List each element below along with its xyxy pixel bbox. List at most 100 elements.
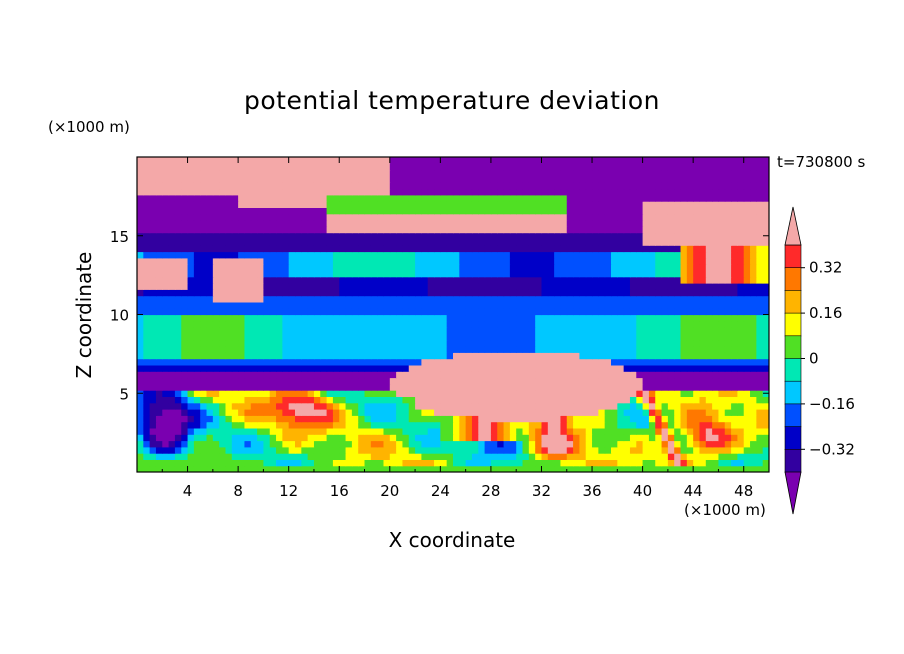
contour-cell	[332, 396, 340, 404]
contour-cell	[547, 421, 555, 429]
contour-cell	[212, 465, 220, 472]
contour-cell	[276, 157, 283, 164]
contour-cell	[225, 421, 233, 429]
contour-cell	[282, 276, 290, 284]
contour-cell	[320, 175, 328, 183]
contour-cell	[402, 446, 410, 454]
contour-cell	[465, 238, 473, 246]
contour-cell	[206, 333, 214, 341]
contour-cell	[623, 402, 631, 410]
contour-cell	[465, 446, 473, 454]
contour-cell	[137, 238, 144, 246]
contour-cell	[579, 308, 587, 316]
contour-cell	[193, 421, 201, 429]
contour-cell	[320, 415, 328, 423]
contour-cell	[674, 421, 682, 429]
contour-cell	[276, 245, 283, 253]
contour-cell	[453, 308, 460, 316]
contour-cell	[370, 270, 378, 278]
contour-cell	[592, 446, 599, 454]
contour-cell	[389, 264, 397, 271]
contour-cell	[263, 333, 271, 341]
contour-cell	[434, 409, 441, 416]
contour-cell	[509, 415, 517, 423]
contour-cell	[705, 358, 713, 366]
contour-cell	[187, 308, 195, 316]
contour-cell	[490, 396, 498, 404]
contour-cell	[377, 264, 385, 271]
contour-cell	[459, 465, 467, 472]
contour-cell	[592, 314, 599, 322]
contour-cell	[592, 333, 599, 341]
contour-cell	[750, 270, 757, 278]
contour-cell	[434, 245, 441, 253]
contour-cell	[358, 371, 366, 379]
contour-cell	[478, 301, 486, 309]
contour-cell	[168, 283, 176, 290]
contour-cell	[661, 427, 669, 435]
contour-cell	[686, 346, 694, 353]
contour-cell	[155, 245, 163, 253]
contour-cell	[143, 390, 151, 397]
contour-cell	[459, 308, 467, 316]
contour-cell	[137, 283, 144, 290]
contour-cell	[724, 320, 732, 328]
contour-cell	[137, 264, 144, 271]
contour-cell	[402, 276, 410, 284]
contour-cell	[680, 289, 688, 297]
contour-cell	[263, 163, 271, 171]
contour-cell	[686, 182, 694, 190]
contour-cell	[269, 188, 277, 196]
contour-cell	[718, 220, 726, 227]
contour-cell	[440, 383, 448, 391]
contour-cell	[667, 245, 675, 253]
contour-cell	[358, 175, 366, 183]
contour-cell	[155, 283, 163, 290]
contour-cell	[528, 201, 536, 208]
contour-cell	[535, 459, 543, 467]
contour-cell	[219, 276, 227, 284]
contour-cell	[339, 188, 347, 196]
contour-cell	[440, 157, 448, 164]
contour-cell	[332, 427, 340, 435]
contour-cell	[137, 245, 144, 253]
contour-cell	[421, 446, 429, 454]
contour-cell	[276, 421, 283, 429]
contour-cell	[200, 333, 208, 341]
contour-cell	[396, 157, 404, 164]
contour-cell	[535, 163, 543, 171]
contour-cell	[212, 283, 220, 290]
contour-cell	[535, 358, 543, 366]
contour-cell	[149, 327, 157, 334]
contour-cell	[541, 207, 549, 215]
contour-cell	[377, 352, 385, 360]
contour-cell	[471, 245, 479, 253]
contour-cell	[295, 339, 302, 347]
contour-cell	[579, 157, 587, 164]
contour-cell	[193, 427, 201, 435]
contour-cell	[168, 194, 176, 202]
contour-cell	[516, 201, 524, 208]
contour-cell	[282, 446, 290, 454]
contour-cell	[471, 169, 479, 177]
contour-cell	[155, 157, 163, 164]
contour-cell	[143, 289, 151, 297]
contour-cell	[686, 364, 694, 372]
contour-cell	[263, 320, 271, 328]
contour-cell	[497, 207, 505, 215]
contour-cell	[724, 459, 732, 467]
contour-cell	[522, 377, 530, 385]
contour-cell	[326, 232, 334, 240]
contour-cell	[320, 427, 328, 435]
contour-cell	[705, 377, 713, 385]
contour-cell	[522, 364, 530, 372]
contour-cell	[699, 188, 707, 196]
contour-cell	[427, 427, 435, 435]
contour-cell	[737, 175, 745, 183]
contour-cell	[648, 446, 656, 454]
contour-cell	[313, 232, 321, 240]
contour-cell	[307, 396, 315, 404]
contour-cell	[731, 226, 738, 234]
contour-cell	[250, 245, 258, 253]
contour-cell	[389, 415, 397, 423]
